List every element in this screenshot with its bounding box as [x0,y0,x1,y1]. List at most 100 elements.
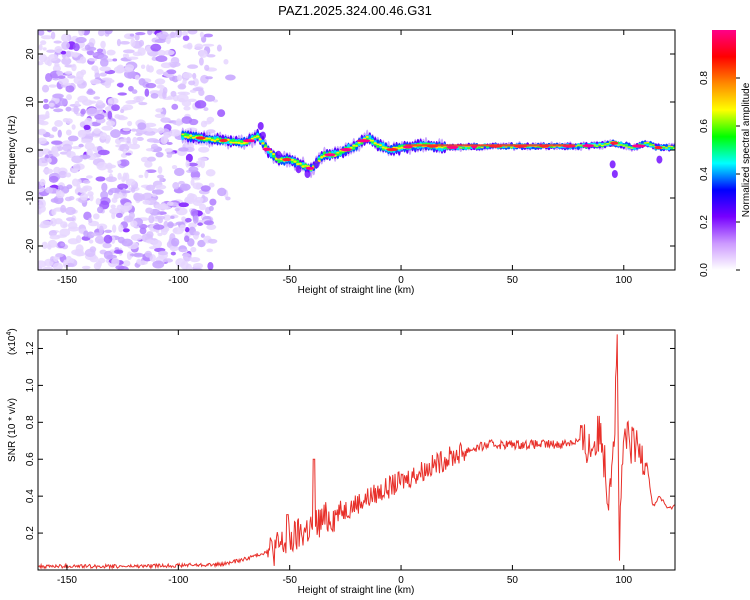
spectrogram-noise-blob [114,114,121,119]
spectrogram-noise-blob [122,260,131,267]
spectrogram-noise-blob [38,199,46,208]
spectrogram-ridge-cell [550,146,554,149]
spectrogram-noise-blob [106,49,116,56]
spectrogram-noise-blob [98,225,104,235]
spectrogram-noise-blob [193,231,200,236]
spectrogram-noise-blob [86,90,96,95]
spectrogram-ridge-cell [648,144,653,146]
spectrogram-hotspot [195,136,206,140]
spectrogram-ridge-cell [624,144,629,147]
spectrogram-blob [259,131,266,140]
colorbar-tick-label: 0.0 [699,263,710,277]
spectrogram-ridge-cell [672,147,675,149]
spectrogram-noise-blob [133,192,141,201]
spectrogram-noise-blob [190,246,197,253]
spectrogram-noise-blob [47,157,52,163]
spectrogram-noise-blob [66,94,72,101]
snr-xtick-label: -100 [168,575,188,586]
spectrogram-noise-blob [162,214,172,221]
spectrogram-noise-blob [134,34,140,41]
spectrogram-noise-blob [86,175,93,179]
spectrogram-noise-blob [64,70,73,75]
spectrogram-hotspot [262,147,272,151]
spectrogram-noise-blob [108,79,115,83]
spectrogram-noise-blob [71,155,83,164]
spectrogram-noise-blob [145,82,157,89]
spectrogram-noise-blob [145,169,157,173]
spectrogram-ridge-cell [239,140,244,144]
snr-scale-label: (x104) [6,328,18,355]
spectrogram-noise-blob [205,169,216,177]
spectrogram-noise-blob [155,32,163,38]
spectrogram-noise-blob [217,109,226,118]
spectrogram-noise-blob [82,179,91,184]
spectrogram-ridge-cell [595,145,599,147]
spectrogram-noise-blob [92,52,98,57]
spectrogram-noise-blob [170,251,176,256]
spectrogram-noise-blob [157,49,166,57]
spectrogram-noise-blob [209,198,217,206]
spectrogram-noise-blob [67,75,76,79]
spectrogram-noise-blob [107,169,114,174]
spectrogram-noise-blob [85,129,91,135]
spectrogram-noise-blob [116,38,121,47]
spectrogram-noise-blob [182,72,193,79]
spectrogram-noise-blob [116,82,124,88]
spectrogram-noise-blob [199,31,204,38]
spectrogram-noise-blob [57,184,64,191]
snr-xtick-label: 0 [398,575,404,586]
spectrogram-noise-blob [101,182,108,192]
spectrogram-ridge-cell [269,150,273,153]
spectrogram-noise-blob [206,224,217,230]
spectrogram-noise-blob [86,107,99,117]
spectrogram-noise-blob [71,124,76,130]
spectrogram-noise-blob [178,248,188,253]
spectrogram-noise-blob [154,39,166,44]
spectrogram-noise-blob [75,235,82,244]
spectrogram-ridge-cell [667,147,671,151]
spectrogram-ridge-cell [384,147,388,150]
spectrogram-noise-blob [87,191,94,197]
spectrogram-ridge-cell [648,143,653,146]
spectrogram-noise-blob [121,67,134,73]
spectrogram-ridge-cell [646,142,650,144]
spectrogram-noise-blob [184,226,190,233]
spectrogram-noise-blob [171,165,178,170]
spectrogram-ridge-cell [552,146,556,148]
spectrogram-noise-blob [118,138,128,143]
spectrogram-noise-blob [95,198,101,205]
spectrogram-ridge-cell [213,139,217,142]
spectrogram-noise-blob [122,104,134,111]
spectrogram-noise-blob [177,83,187,90]
spectrogram-noise-blob [124,53,130,59]
spectrogram-hotspot [386,147,398,152]
spectrogram-noise-blob [57,75,66,79]
spectrogram-noise-blob [148,214,155,224]
spectrogram-noise-blob [160,117,171,123]
spectrogram-ridge-cell [370,140,375,142]
spectrogram-noise-blob [171,103,179,110]
spectrogram-noise-blob [130,233,143,241]
spectrogram-noise-blob [122,228,130,233]
spectrogram-noise-blob [48,84,58,88]
spectrogram-noise-blob [192,72,197,80]
spectrogram-hotspot [654,146,663,150]
spectrogram-noise-blob [74,100,80,107]
spectrogram-noise-blob [132,136,138,146]
spectrogram-noise-blob [127,56,139,60]
spectrogram-hotspot [219,138,228,143]
spectrogram-hotspot [305,166,315,170]
spectrogram-noise-blob [61,57,72,65]
spectrogram-noise-blob [203,107,209,112]
spectrogram-noise-blob [42,103,50,110]
spectrogram-ridge-cell [622,145,626,147]
spectrogram-noise-blob [156,69,164,75]
spectrogram-noise-blob [200,74,209,84]
spectrogram-noise-blob [185,160,190,168]
spectrogram-noise-blob [193,267,203,270]
spectrogram-noise-blob [139,227,147,235]
colorbar-tick-label: 0.8 [699,71,710,85]
spectrogram-noise-blob [162,87,168,95]
spectrogram-noise-blob [71,63,77,72]
spectrogram-ridge-cell [231,138,236,143]
